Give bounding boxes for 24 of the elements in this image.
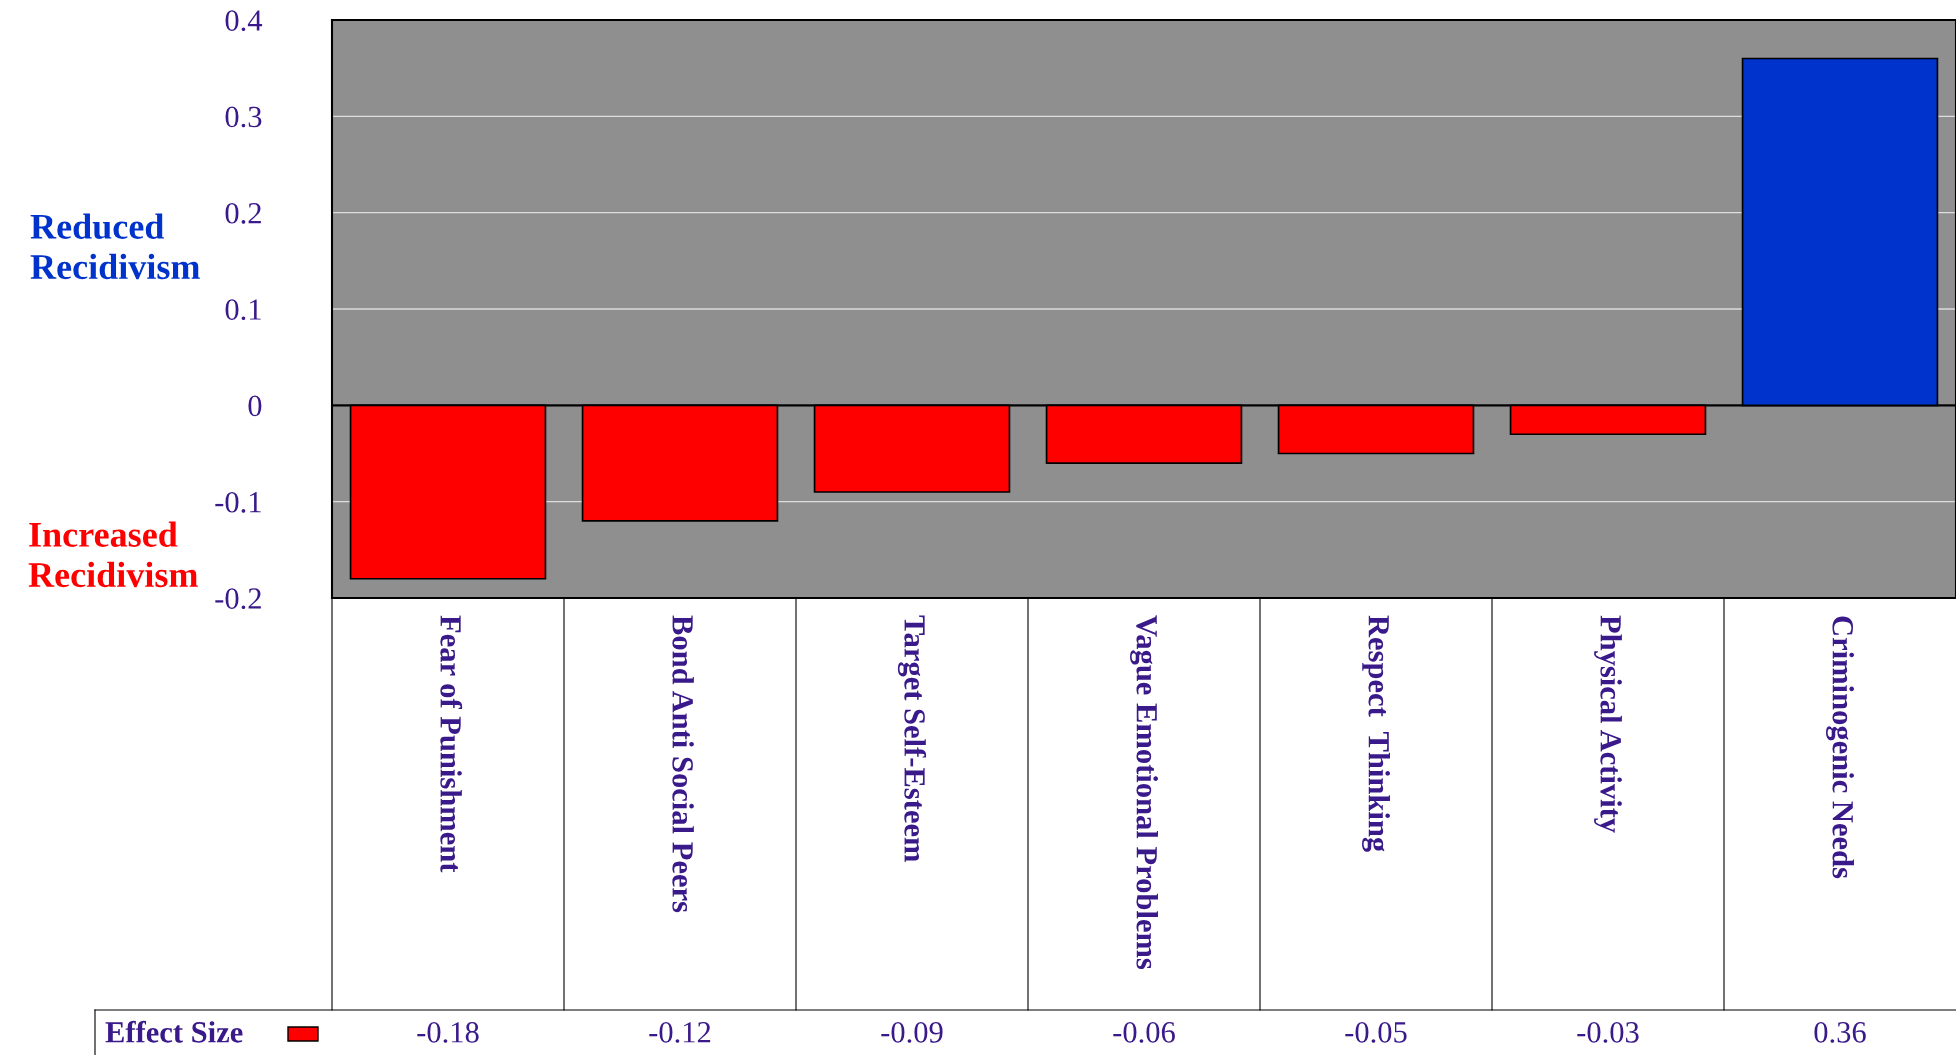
x-tick-label: Criminogenic Needs (1826, 616, 1854, 879)
data-label: -0.03 (1577, 1022, 1639, 1043)
x-tick-label: Vague Emotional Problems (1130, 615, 1158, 970)
y-tick-label: 0 (248, 395, 262, 417)
x-tick-label: Target Self-Esteem (897, 615, 927, 862)
legend-label: Effect Size (105, 1020, 243, 1043)
y-tick-label: 0.4 (225, 10, 263, 32)
text: Reduced Recidivism (30, 213, 200, 280)
x-tick-label: Respect Thinking (1362, 615, 1390, 852)
y-tick-label: 0.2 (225, 202, 261, 224)
data-label: -0.05 (1345, 1022, 1407, 1043)
data-label: -0.09 (881, 1022, 943, 1043)
data-label: -0.12 (649, 1022, 711, 1043)
text: Increased Recidivism (28, 521, 198, 588)
y-tick-label: -0.2 (215, 588, 261, 610)
y-tick-label: -0.1 (215, 491, 261, 513)
y-tick-label: 0.1 (225, 299, 261, 321)
y-tick-label: 0.3 (225, 106, 262, 128)
x-tick-label: Fear of Punishment (440, 615, 463, 873)
data-label: -0.06 (1113, 1022, 1175, 1043)
data-label: 0.36 (1814, 1022, 1866, 1043)
x-tick-label: Bond Anti Social Peers (672, 615, 694, 913)
data-label: -0.18 (417, 1022, 479, 1043)
x-tick-label: Physical Activity (1594, 615, 1622, 833)
